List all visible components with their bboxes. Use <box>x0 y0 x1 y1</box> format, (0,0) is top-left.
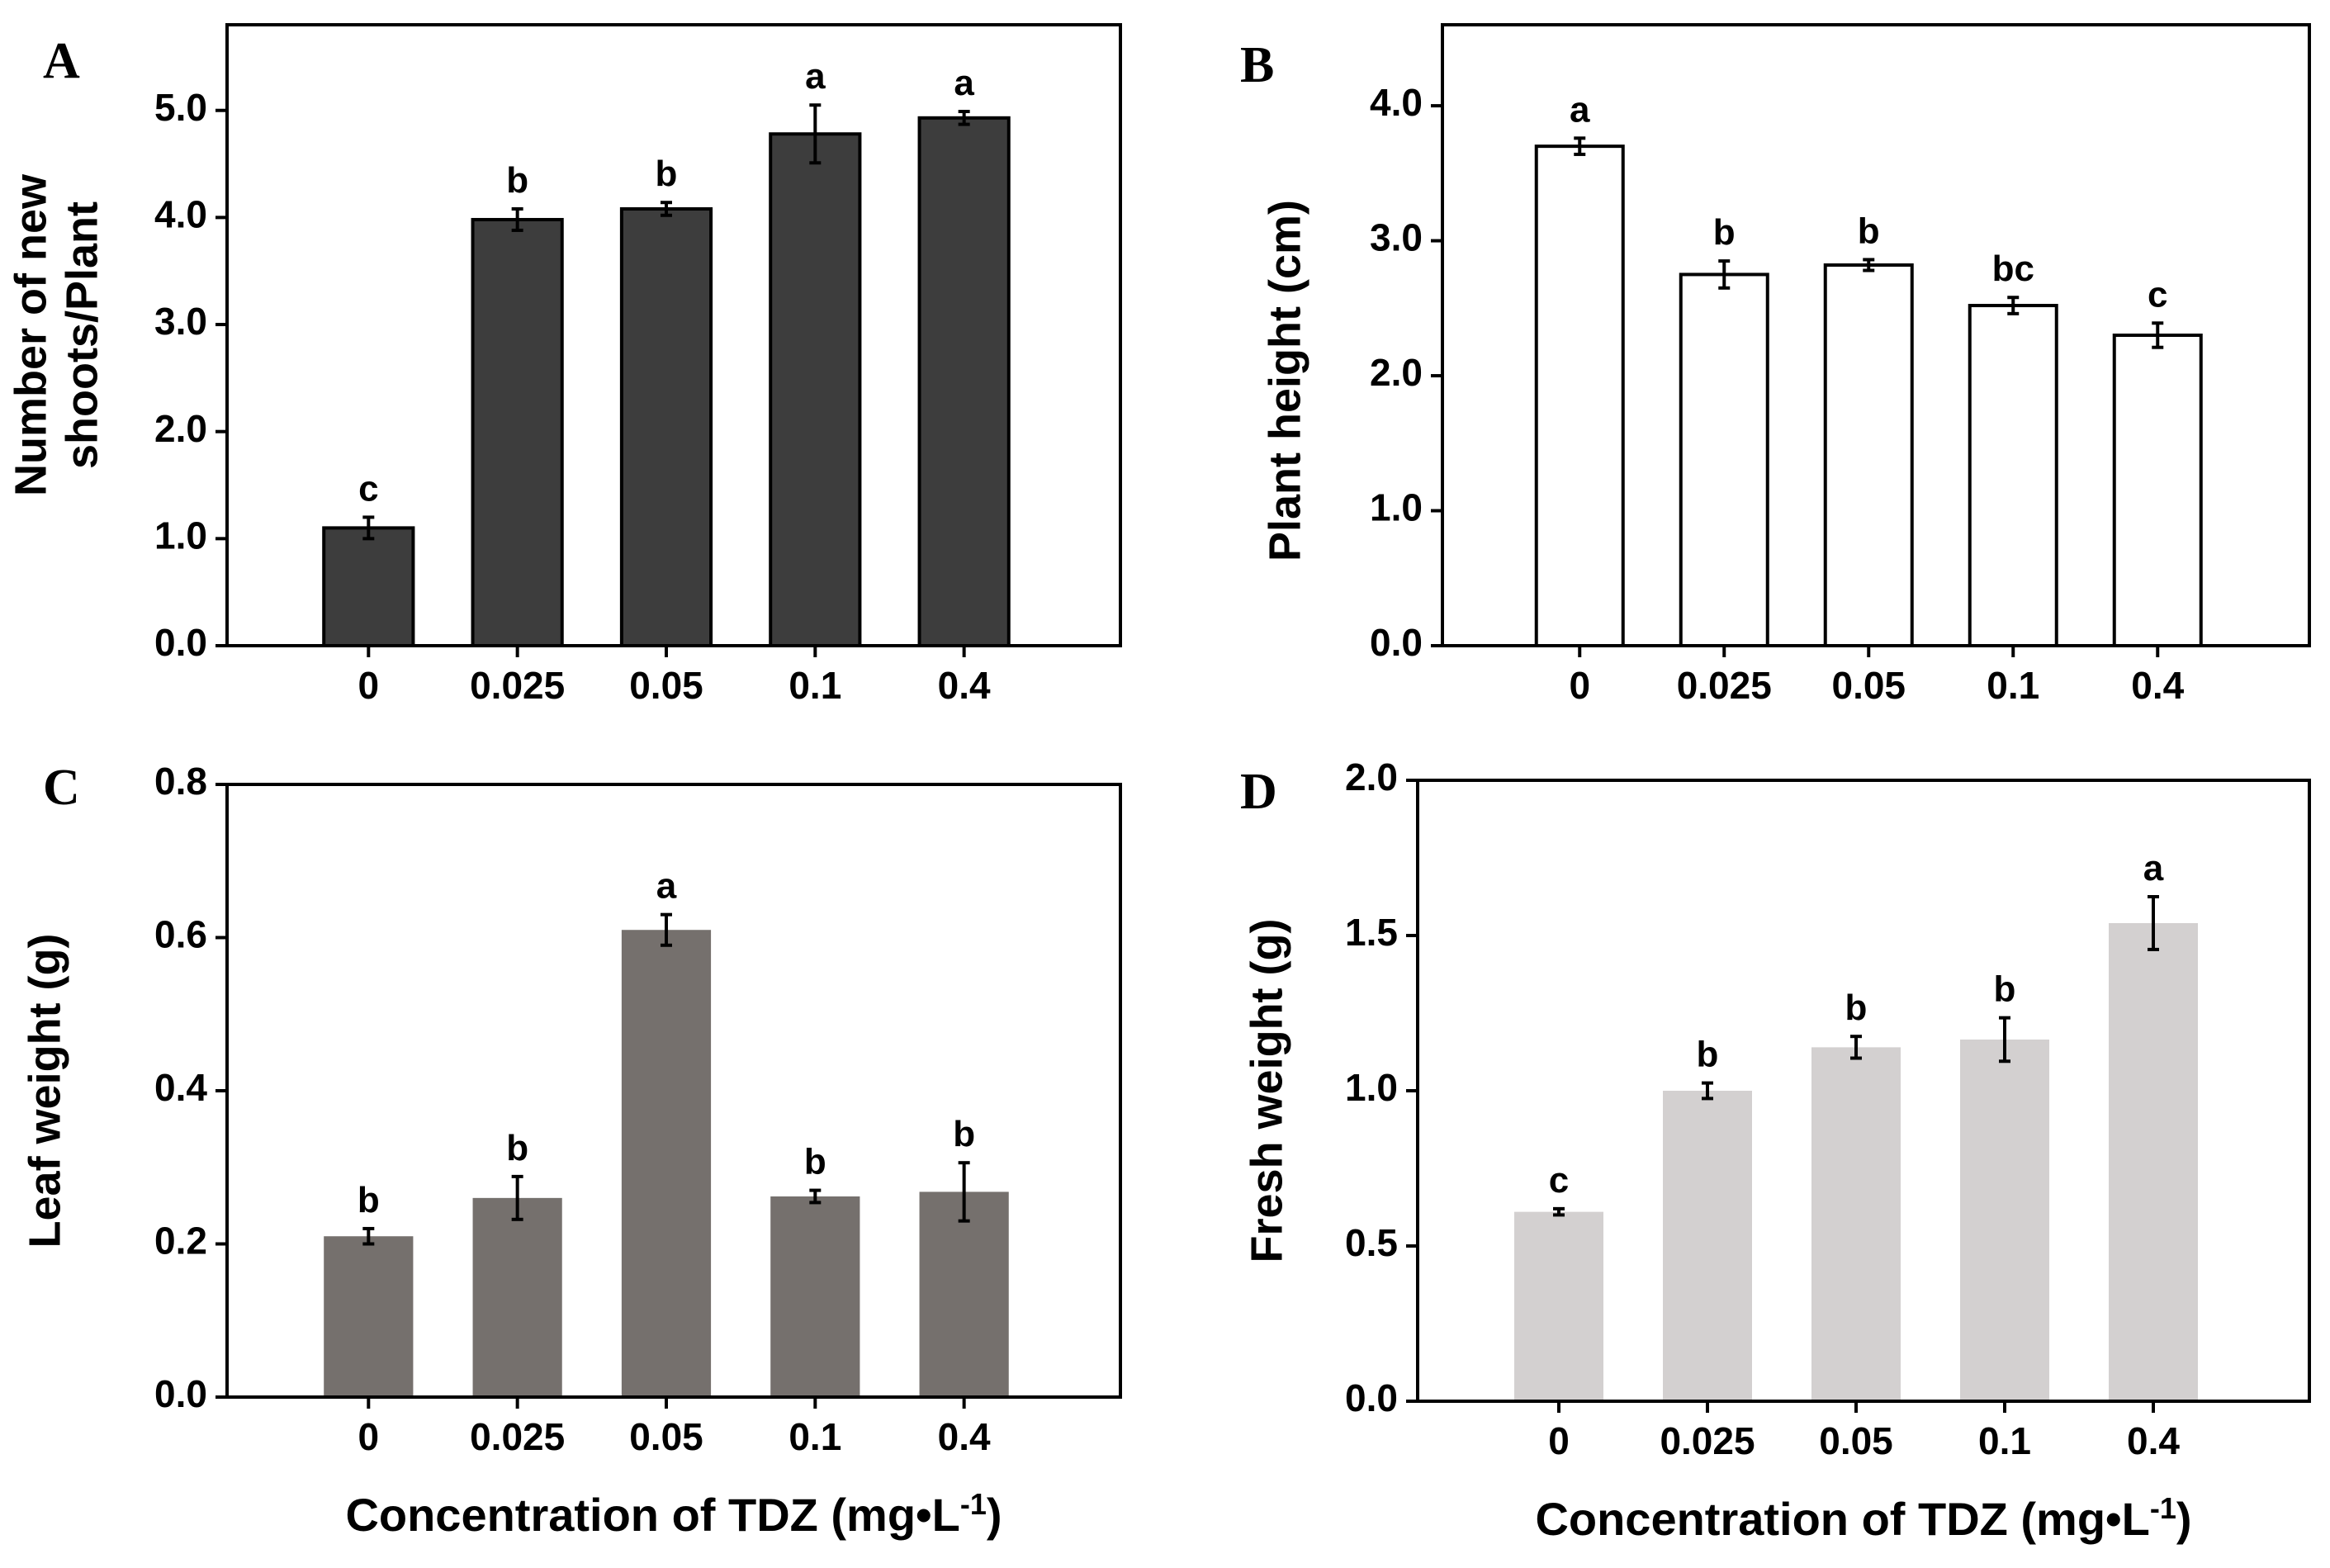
y-tick-label: 4.0 <box>154 193 207 236</box>
x-tick-label: 0.1 <box>789 664 841 707</box>
y-tick-label: 1.5 <box>1345 911 1398 954</box>
significance-letter: b <box>1713 212 1736 253</box>
bar <box>1514 1211 1603 1401</box>
x-axis-title: Concentration of TDZ (mg•L-1) <box>345 1487 1002 1542</box>
bar <box>919 1191 1009 1397</box>
bar <box>1663 1091 1752 1401</box>
significance-letter: b <box>1994 969 2016 1010</box>
y-tick-label: 1.0 <box>1345 1066 1398 1109</box>
y-tick-label: 2.0 <box>1345 756 1398 798</box>
x-tick-label: 0.05 <box>1831 664 1906 707</box>
bar <box>619 207 713 647</box>
bar <box>2109 922 2198 1401</box>
x-tick-label: 0.025 <box>470 1415 565 1458</box>
x-tick-label: 0.4 <box>2127 1419 2180 1462</box>
significance-letter: a <box>1570 89 1590 130</box>
significance-letter: b <box>656 154 678 194</box>
x-tick-label: 0.4 <box>938 1415 991 1458</box>
bar <box>471 217 564 647</box>
y-tick-label: 0.0 <box>154 1372 207 1415</box>
significance-letter: c <box>358 468 378 509</box>
significance-letter: a <box>954 63 974 103</box>
y-tick-label: 0.0 <box>154 621 207 664</box>
y-tick-label: 3.0 <box>1370 216 1423 259</box>
x-tick-label: 0.1 <box>1978 1419 2031 1462</box>
significance-letter: a <box>656 866 677 907</box>
y-tick-label: 4.0 <box>1370 81 1423 124</box>
x-tick-label: 0.05 <box>629 1415 703 1458</box>
significance-letter: b <box>804 1142 826 1182</box>
panel-letter: A <box>43 33 80 89</box>
significance-letter: b <box>506 160 528 201</box>
significance-letter: c <box>2148 274 2167 315</box>
bar <box>322 526 415 648</box>
bar <box>769 132 862 647</box>
bar <box>1534 144 1625 647</box>
bar <box>1679 272 1769 647</box>
plot-frame <box>1441 23 2311 647</box>
significance-letter: a <box>2143 848 2164 888</box>
plot-frame <box>225 23 1122 647</box>
y-axis-label: Plant height (cm) <box>1260 200 1309 561</box>
x-tick-label: 0 <box>358 664 380 707</box>
panel-b: Ba b b bc c 0.0 1.0 2.0 3.0 4.0 0 0.025 0.05 0.1 0.4 Pl… <box>1240 23 2311 707</box>
significance-letter: c <box>1549 1160 1569 1201</box>
x-tick-label: 0.1 <box>1987 664 2039 707</box>
y-axis-label: Fresh weight (g) <box>1242 919 1291 1263</box>
x-tick-label: 0.4 <box>938 664 991 707</box>
y-axis-label: Number of new <box>6 173 55 496</box>
significance-letter: bc <box>1992 249 2034 289</box>
panel-c: Cb b a b b 0.0 0.2 0.4 0.6 0.8 0 0.025 0.05 0.1 0.4 Lea… <box>20 760 1122 1542</box>
significance-letter: a <box>805 56 826 97</box>
y-tick-label: 0.0 <box>1370 621 1423 664</box>
significance-letter: b <box>1697 1035 1719 1075</box>
x-tick-label: 0 <box>1548 1419 1570 1462</box>
significance-letter: b <box>1845 988 1868 1028</box>
bar <box>1823 263 1914 647</box>
y-tick-label: 0.6 <box>154 913 207 956</box>
bar <box>917 116 1011 648</box>
panel-d: Dc b b b a 0.0 0.5 1.0 1.5 2.0 0 0.025 0.05 0.1 0.4 Fre… <box>1240 756 2311 1546</box>
bar <box>1960 1039 2049 1401</box>
x-tick-label: 0.05 <box>1819 1419 1893 1462</box>
significance-letter: b <box>953 1114 975 1154</box>
bar <box>472 1197 562 1397</box>
y-axis-label: Leaf weight (g) <box>20 934 69 1248</box>
y-tick-label: 1.0 <box>1370 486 1423 529</box>
x-tick-label: 0.025 <box>470 664 565 707</box>
y-tick-label: 5.0 <box>154 86 207 129</box>
significance-letter: b <box>1858 211 1880 251</box>
bar <box>1968 304 2058 647</box>
x-tick-label: 0.025 <box>1660 1419 1755 1462</box>
bar <box>1811 1047 1901 1401</box>
y-tick-label: 0.2 <box>154 1220 207 1262</box>
x-tick-label: 0 <box>1569 664 1590 707</box>
panel-letter: C <box>43 760 80 816</box>
x-tick-label: 0.4 <box>2131 664 2184 707</box>
significance-letter: b <box>358 1180 380 1220</box>
y-tick-label: 0.4 <box>154 1066 207 1109</box>
x-tick-label: 0.1 <box>789 1415 841 1458</box>
bar <box>324 1236 414 1397</box>
panel-letter: D <box>1240 764 1277 820</box>
x-tick-label: 0.05 <box>629 664 703 707</box>
panel-letter: B <box>1240 37 1274 93</box>
y-tick-label: 3.0 <box>154 300 207 343</box>
y-tick-label: 0.8 <box>154 760 207 803</box>
bar <box>770 1196 860 1397</box>
bar <box>2112 334 2203 647</box>
x-tick-label: 0 <box>358 1415 380 1458</box>
bar <box>621 930 712 1397</box>
y-tick-label: 0.5 <box>1345 1221 1398 1264</box>
x-tick-label: 0.025 <box>1677 664 1772 707</box>
significance-letter: b <box>506 1128 528 1168</box>
y-tick-label: 0.0 <box>1345 1376 1398 1419</box>
y-tick-label: 2.0 <box>1370 351 1423 394</box>
x-axis-title: Concentration of TDZ (mg•L-1) <box>1535 1491 2191 1546</box>
y-tick-label: 1.0 <box>154 514 207 557</box>
y-axis-label: shoots/Plant <box>57 201 107 469</box>
y-tick-label: 2.0 <box>154 407 207 450</box>
panel-a: Ac b b a a 0.0 1.0 2.0 3.0 4.0 5.0 0 0.025 0.05 0.1 0.4… <box>6 23 1122 707</box>
